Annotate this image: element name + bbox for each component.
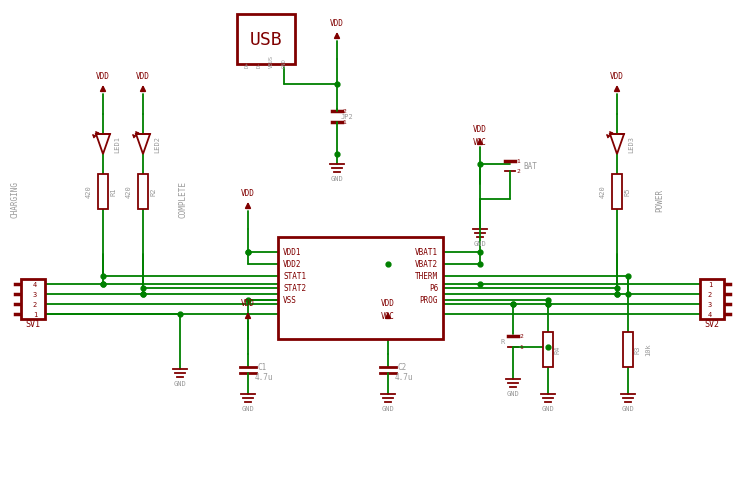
Text: 2: 2 [519, 334, 523, 339]
Text: SV2: SV2 [705, 320, 720, 329]
Text: VBAT1: VBAT1 [415, 248, 438, 257]
Text: GND: GND [542, 405, 554, 411]
Text: C1: C1 [257, 363, 267, 372]
Text: 3: 3 [708, 302, 712, 307]
Text: VSS: VSS [283, 296, 297, 305]
Text: VBAT2: VBAT2 [415, 260, 438, 269]
Text: LED2: LED2 [154, 136, 160, 153]
Text: 10k: 10k [645, 343, 651, 356]
Text: 420: 420 [600, 185, 606, 198]
Text: STAT1: STAT1 [283, 272, 306, 281]
Text: VDD: VDD [610, 72, 624, 81]
Text: 420: 420 [86, 185, 92, 198]
Text: GND: GND [381, 405, 394, 411]
Text: 2: 2 [516, 169, 520, 174]
Text: 2: 2 [342, 109, 346, 114]
Text: R5: R5 [624, 187, 630, 196]
Text: D-: D- [256, 61, 261, 68]
Text: VDD: VDD [136, 72, 150, 81]
Text: VDD: VDD [96, 72, 110, 81]
Text: R: R [501, 338, 505, 345]
Text: STAT2: STAT2 [283, 284, 306, 293]
Text: 4.7u: 4.7u [395, 373, 413, 382]
Text: THERM: THERM [415, 272, 438, 281]
Bar [543, 332, 553, 367]
Text: 4: 4 [708, 311, 712, 317]
Text: GND: GND [174, 380, 186, 386]
Text: GND: GND [241, 405, 254, 411]
Text: LED1: LED1 [114, 136, 120, 153]
Text: 1: 1 [33, 311, 37, 317]
Text: COMPLETE: COMPLETE [179, 181, 188, 218]
Text: 1: 1 [519, 345, 523, 350]
Text: VDD: VDD [330, 20, 344, 28]
Text: PROG: PROG [419, 296, 438, 305]
Text: VDD: VDD [473, 125, 487, 134]
Bar [612, 175, 622, 209]
Text: VCC: VCC [473, 138, 487, 147]
Text: C2: C2 [397, 363, 407, 372]
Text: 1: 1 [516, 159, 520, 164]
Bar [138, 175, 148, 209]
Text: CHARGING: CHARGING [10, 181, 19, 218]
Text: GND: GND [282, 58, 287, 68]
Text: GND: GND [474, 241, 486, 246]
Text: POWER: POWER [656, 188, 665, 211]
Text: 2: 2 [708, 291, 712, 297]
Bar [237, 15, 295, 65]
Text: GND: GND [507, 390, 519, 396]
Text: 1: 1 [708, 282, 712, 287]
Text: R2: R2 [150, 187, 156, 196]
Bar [98, 175, 108, 209]
Text: GND: GND [331, 176, 343, 182]
Text: BAT: BAT [523, 162, 537, 171]
Text: VBUS: VBUS [268, 55, 273, 68]
Text: 4.7u: 4.7u [255, 373, 273, 382]
Bar [21, 280, 45, 319]
Text: R1: R1 [110, 187, 116, 196]
Text: 4: 4 [33, 282, 37, 287]
Text: 1: 1 [342, 120, 346, 125]
Bar [278, 238, 443, 339]
Text: R4: R4 [555, 345, 561, 353]
Text: VDD: VDD [241, 299, 255, 308]
Text: SV1: SV1 [25, 320, 40, 329]
Text: VDD: VDD [381, 299, 395, 308]
Text: VDD1: VDD1 [283, 248, 302, 257]
Text: VDD: VDD [241, 189, 255, 198]
Text: USB: USB [250, 31, 282, 49]
Bar [623, 332, 633, 367]
Text: R3: R3 [635, 345, 641, 353]
Text: GND: GND [621, 405, 635, 411]
Text: JP2: JP2 [340, 114, 353, 120]
Text: 2: 2 [33, 302, 37, 307]
Text: D+: D+ [244, 61, 250, 68]
Text: P6: P6 [429, 284, 438, 293]
Text: LED3: LED3 [628, 136, 634, 153]
Bar [700, 280, 724, 319]
Text: 420: 420 [126, 185, 132, 198]
Text: VDD2: VDD2 [283, 260, 302, 269]
Text: VCC: VCC [381, 312, 395, 321]
Text: 3: 3 [33, 291, 37, 297]
